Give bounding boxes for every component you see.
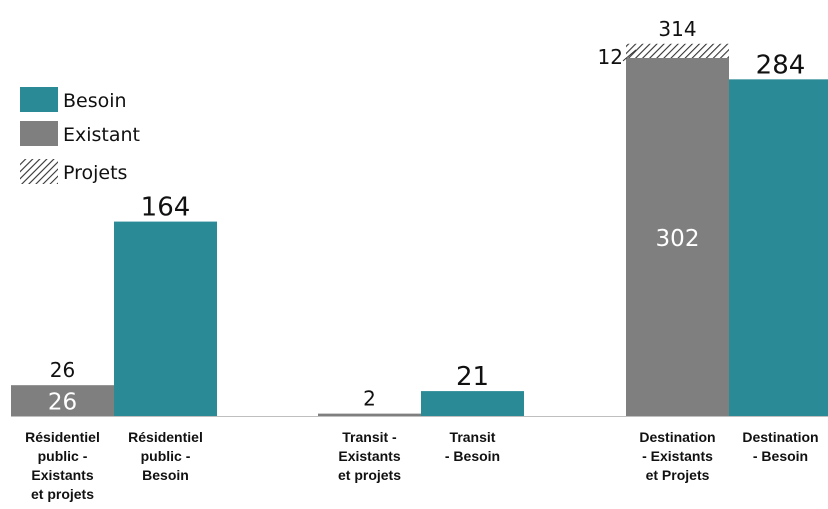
bar-existant-4 [626, 58, 729, 416]
total-label-5: 284 [756, 50, 806, 80]
bar-besoin-3 [421, 391, 524, 416]
category-label-4-1: - Existants [642, 448, 713, 464]
category-label-0-3: et projets [31, 486, 94, 502]
category-label-3-1: - Besoin [445, 448, 500, 464]
category-label-1-2: Besoin [142, 467, 189, 483]
category-label-4-0: Destination [639, 429, 715, 445]
total-label-2: 2 [363, 387, 376, 411]
bar-besoin-5 [729, 79, 828, 417]
category-label-5-1: - Besoin [753, 448, 808, 464]
total-label-0: 26 [50, 358, 75, 382]
bar-projets-4 [626, 43, 729, 58]
legend-swatch-existant [20, 121, 58, 146]
category-label-1-1: public - [141, 448, 191, 464]
bars [11, 43, 828, 417]
category-label-2-2: et projets [338, 467, 401, 483]
category-label-2-0: Transit - [342, 429, 397, 445]
category-label-5-0: Destination [742, 429, 818, 445]
category-label-0-2: Existants [31, 467, 93, 483]
bar-besoin-1 [114, 221, 217, 416]
category-label-0-0: Résidentiel [25, 429, 100, 445]
total-label-3: 21 [456, 362, 489, 392]
category-label-1-0: Résidentiel [128, 429, 203, 445]
labels: 26 164 2 21 314 284 26 302 12 Résidentiel public -… [25, 17, 818, 502]
bar-existant-2 [318, 413, 421, 416]
side-label-4: 12 [598, 45, 623, 69]
category-label-4-2: et Projets [646, 467, 710, 483]
total-label-4: 314 [658, 17, 696, 41]
legend-swatch-besoin [20, 87, 58, 112]
category-label-3-0: Transit [450, 429, 496, 445]
category-label-0-1: public - [38, 448, 88, 464]
legend-label-projets: Projets [63, 162, 127, 184]
legend-swatch-projets [20, 159, 58, 184]
total-label-1: 164 [141, 193, 191, 223]
legend: Besoin Existant Projets [20, 87, 140, 184]
category-label-2-1: Existants [338, 448, 400, 464]
legend-label-besoin: Besoin [63, 90, 127, 112]
leader-line-4 [622, 49, 637, 62]
bar-existant-0 [11, 385, 114, 416]
inner-label-4: 302 [656, 226, 700, 252]
legend-label-existant: Existant [63, 124, 140, 146]
inner-label-0: 26 [48, 390, 77, 416]
